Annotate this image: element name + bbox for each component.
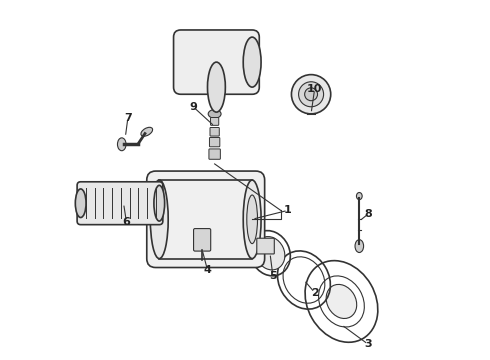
Text: 6: 6 [122,217,130,227]
Ellipse shape [207,62,225,112]
FancyBboxPatch shape [257,238,274,254]
Circle shape [298,82,323,107]
FancyBboxPatch shape [147,171,265,267]
FancyBboxPatch shape [210,127,220,136]
Ellipse shape [355,240,364,252]
Text: 3: 3 [365,339,372,349]
Ellipse shape [154,185,165,221]
Ellipse shape [118,138,126,151]
Ellipse shape [141,127,152,136]
Text: 10: 10 [307,84,322,94]
Ellipse shape [255,237,285,270]
Ellipse shape [243,180,261,258]
Circle shape [292,75,331,114]
Text: 8: 8 [365,209,372,219]
Text: 5: 5 [269,271,277,281]
FancyBboxPatch shape [77,182,163,225]
Ellipse shape [247,195,258,244]
Text: 2: 2 [311,288,319,297]
Ellipse shape [196,258,209,266]
Circle shape [305,88,318,101]
Text: 1: 1 [284,205,292,215]
FancyBboxPatch shape [211,117,219,125]
Ellipse shape [75,189,86,217]
Text: 4: 4 [203,265,211,275]
FancyBboxPatch shape [209,149,221,159]
FancyBboxPatch shape [173,30,259,94]
Ellipse shape [208,110,221,118]
FancyBboxPatch shape [209,138,220,147]
Text: 9: 9 [189,102,197,112]
Ellipse shape [150,180,168,258]
Ellipse shape [326,284,357,319]
FancyBboxPatch shape [194,229,211,251]
Ellipse shape [356,193,362,200]
Text: 7: 7 [124,113,132,123]
Ellipse shape [243,37,261,87]
